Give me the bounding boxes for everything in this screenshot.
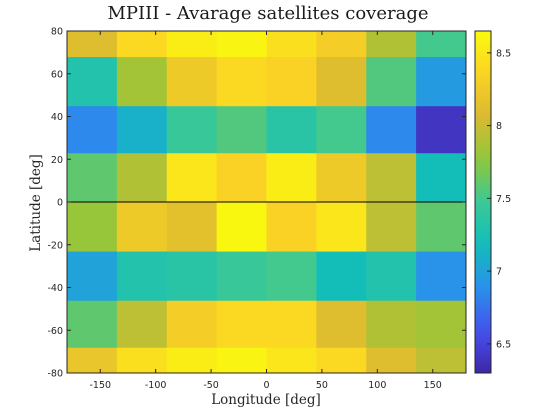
- heatmap-cell: [166, 300, 218, 348]
- heatmap-cell: [116, 31, 168, 58]
- heatmap-cell: [416, 105, 467, 154]
- heatmap-cell: [416, 347, 467, 374]
- heatmap-cell: [166, 347, 218, 374]
- heatmap-cell: [316, 56, 367, 107]
- colorbar-tick-label: 7: [496, 267, 502, 278]
- y-tick-label: 40: [51, 112, 63, 123]
- heatmap-cell: [216, 56, 267, 107]
- heatmap-cell: [216, 347, 267, 374]
- x-tick-label: 50: [316, 380, 328, 391]
- heatmap-cell: [316, 251, 367, 301]
- heatmap-cell: [266, 56, 317, 107]
- heatmap-cell: [316, 347, 367, 374]
- heatmap-cell: [416, 56, 467, 107]
- heatmap-cell: [216, 152, 267, 203]
- heatmap-cell: [116, 105, 168, 154]
- heatmap-cell: [366, 152, 417, 203]
- heatmap-cell: [116, 347, 168, 374]
- x-tick-label: 0: [263, 380, 269, 391]
- x-tick-label: -150: [89, 380, 111, 391]
- heatmap-cell: [216, 251, 267, 301]
- heatmap-cell: [316, 31, 367, 58]
- heatmap-cell: [116, 300, 168, 348]
- heatmap-cell: [116, 251, 168, 301]
- heatmap-cell: [316, 105, 367, 154]
- y-tick-label: -20: [47, 240, 63, 251]
- heatmap-cell: [266, 202, 317, 252]
- heatmap-cell: [67, 202, 118, 252]
- y-tick-label: 60: [51, 69, 63, 80]
- colorbar-ticks: 6.5 7 7.5 8 8.5: [487, 48, 511, 350]
- x-tick-label: 150: [424, 380, 442, 391]
- x-axis-label: Longitude [deg]: [211, 392, 321, 408]
- heatmap-cell: [67, 105, 118, 154]
- colorbar-tick-label: 6.5: [496, 339, 511, 350]
- heatmap-cell: [166, 152, 218, 203]
- y-tick-label: -40: [47, 283, 63, 294]
- colorbar-tick-label: 8.5: [496, 48, 511, 59]
- heatmap-cell: [266, 251, 317, 301]
- x-axis: -150 -100 -50 0 50 100 150: [89, 31, 442, 391]
- heatmap-cell: [216, 105, 267, 154]
- heatmap-cell: [216, 202, 267, 252]
- heatmap-cell: [266, 300, 317, 348]
- heatmap-cell: [416, 251, 467, 301]
- heatmap-cell: [166, 202, 218, 252]
- y-tick-label: -60: [47, 326, 63, 337]
- y-tick-label: 0: [57, 198, 63, 209]
- heatmap-cell: [366, 202, 417, 252]
- heatmap-cell: [166, 105, 218, 154]
- heatmap-cell: [166, 56, 218, 107]
- heatmap-cell: [116, 152, 168, 203]
- heatmap-cell: [166, 31, 218, 58]
- heatmap-cell: [166, 251, 218, 301]
- x-tick-label: -50: [203, 380, 219, 391]
- heatmap-cell: [67, 56, 118, 107]
- heatmap-cell: [416, 31, 467, 58]
- heatmap-cell: [316, 300, 367, 348]
- heatmap-cell: [366, 31, 417, 58]
- y-axis: -80 -60 -40 -20 0 20 40 60 80: [47, 27, 466, 380]
- x-tick-label: 100: [368, 380, 386, 391]
- y-axis-label: Latitude [deg]: [28, 154, 44, 252]
- heatmap-cell: [67, 251, 118, 301]
- colorbar-tick-label: 7.5: [496, 194, 511, 205]
- y-tick-label: -80: [47, 369, 63, 380]
- x-tick-label: -100: [145, 380, 167, 391]
- heatmap-cell: [416, 202, 467, 252]
- y-tick-label: 80: [51, 27, 63, 38]
- heatmap-cell: [416, 152, 467, 203]
- heatmap-cell: [416, 300, 467, 348]
- heatmap-cell: [116, 202, 168, 252]
- heatmap-cell: [366, 347, 417, 374]
- heatmap-cell: [316, 152, 367, 203]
- colorbar: [474, 30, 492, 374]
- heatmap-cell: [366, 105, 417, 154]
- heatmap-cell: [366, 300, 417, 348]
- heatmap-cell: [67, 152, 118, 203]
- colorbar-tick-label: 8: [496, 121, 502, 132]
- heatmap-cell: [67, 300, 118, 348]
- heatmap-cell: [116, 56, 168, 107]
- chart-title: MPIII - Avarage satellites coverage: [107, 3, 428, 24]
- heatmap-cell: [67, 31, 118, 58]
- heatmap-cell: [366, 56, 417, 107]
- heatmap-cell: [266, 31, 317, 58]
- heatmap-cell: [316, 202, 367, 252]
- y-tick-label: 20: [51, 155, 63, 166]
- heatmap-cell: [67, 347, 118, 374]
- heatmap-cell: [266, 347, 317, 374]
- heatmap-cell: [366, 251, 417, 301]
- heatmap-cell: [216, 300, 267, 348]
- heatmap-cell: [266, 105, 317, 154]
- heatmap-cell: [216, 31, 267, 58]
- heatmap-cell: [266, 152, 317, 203]
- heatmap-cells: [67, 31, 467, 374]
